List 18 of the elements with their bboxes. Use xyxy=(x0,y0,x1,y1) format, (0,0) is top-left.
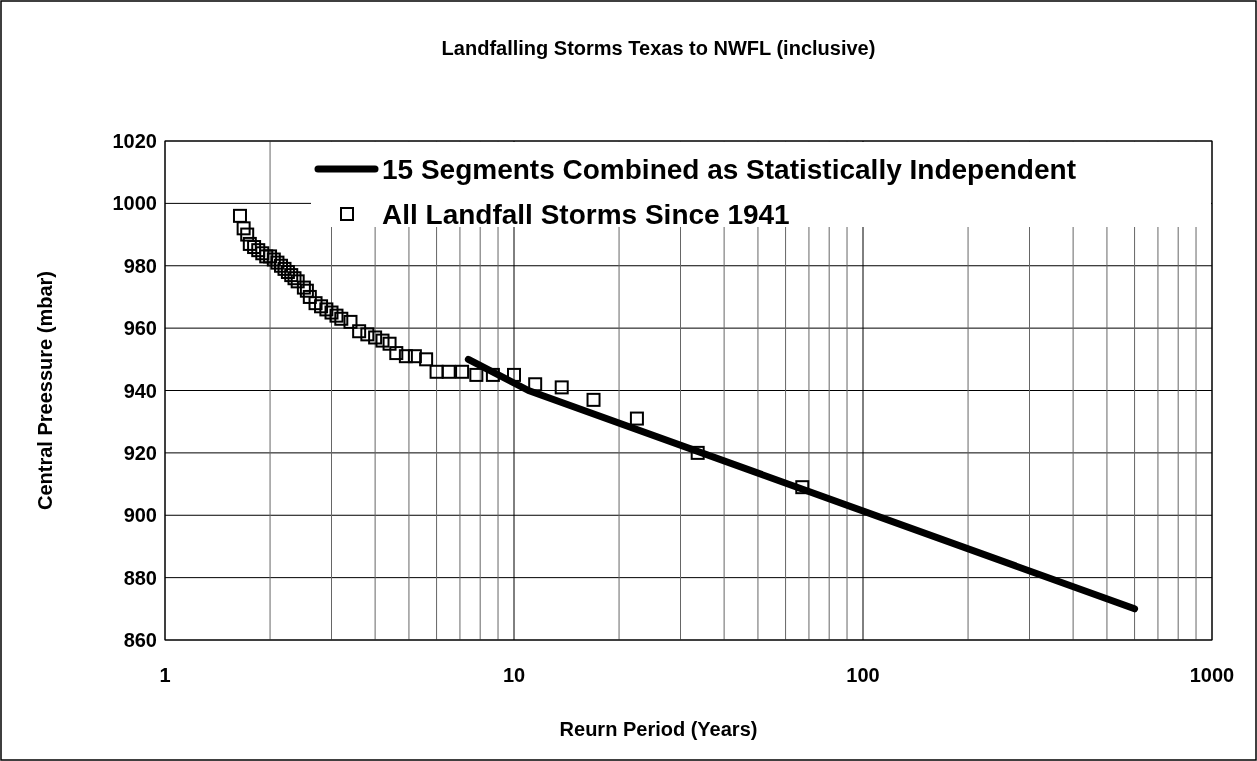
y-tick-label: 1000 xyxy=(112,192,157,215)
x-axis-title: Reurn Period (Years) xyxy=(559,718,758,740)
x-tick-label: 1000 xyxy=(1189,664,1235,686)
y-tick-label: 900 xyxy=(123,504,157,527)
y-tick-label: 940 xyxy=(123,379,157,402)
x-tick-label: 1 xyxy=(159,664,171,686)
x-tick-label: 100 xyxy=(846,664,880,686)
x-tick-label: 10 xyxy=(502,664,526,686)
y-tick-label: 1020 xyxy=(112,130,157,152)
y-tick-label: 860 xyxy=(123,629,157,651)
chart-title: Landfalling Storms Texas to NWFL (inclusive) xyxy=(441,37,876,59)
y-tick-label: 880 xyxy=(123,566,157,589)
legend-label: All Landfall Storms Since 1941 xyxy=(382,199,790,230)
legend-label: 15 Segments Combined as Statistically Independent xyxy=(382,154,1076,185)
y-tick-label: 980 xyxy=(123,254,157,277)
y-tick-label: 920 xyxy=(123,441,157,464)
y-tick-label: 960 xyxy=(123,317,157,340)
y-axis-title: Central Preessure (mbar) xyxy=(34,271,56,510)
